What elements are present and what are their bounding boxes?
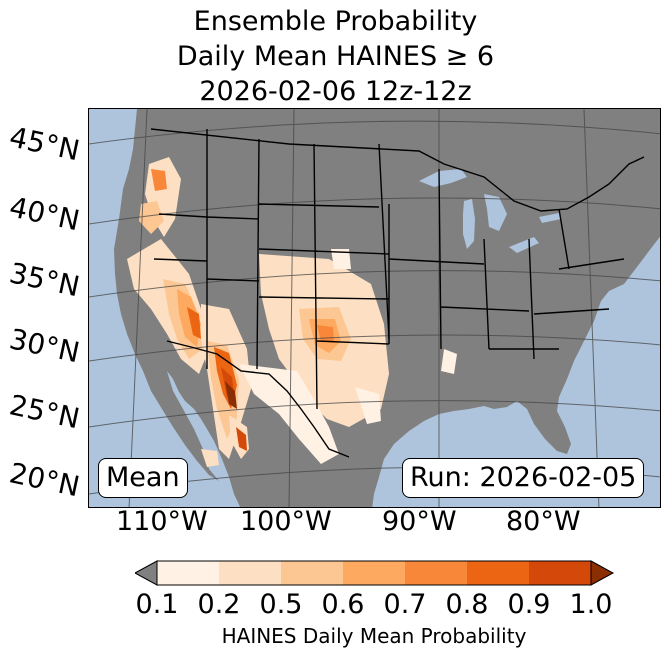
lake-erie [509,237,539,253]
colorbar [135,560,615,586]
colorbar-tick-4: 0.7 [383,589,427,620]
map-title-line-1: Ensemble Probability [193,6,478,37]
lat-label-20n: 20°N [6,456,83,504]
colorbar-over-triangle [590,560,615,586]
state-lines-central [258,143,390,410]
lake-superior [419,169,467,187]
lake-huron [484,194,507,231]
meridian-100w [288,109,295,507]
colorbar-bin-1 [219,561,281,585]
colorbar-tick-3: 0.6 [321,589,365,620]
stat-label-box: Mean [98,458,188,498]
parallel-25n [89,400,660,428]
lat-label-45n: 45°N [6,120,83,168]
lake-michigan [463,199,475,249]
colorbar-tick-0: 0.1 [135,589,179,620]
colorbar-bin-5 [467,561,529,585]
us-canada-border [150,128,645,212]
lon-label-100w: 100°W [240,506,332,537]
colorbar-bin-2 [281,561,343,585]
map-canvas [89,109,660,507]
lat-label-40n: 40°N [6,190,83,238]
state-lines-west [153,129,260,370]
lon-label-110w: 110°W [116,506,208,537]
political-borders [150,128,645,458]
colorbar-bin-3 [343,561,405,585]
lon-label-80w: 80°W [506,506,581,537]
meridian-80w [583,109,600,507]
parallel-30n [89,334,660,362]
parallel-35n [89,270,660,298]
colorbar-bin-0 [157,561,219,585]
lon-label-90w: 90°W [382,506,457,537]
parallel-45n [89,120,660,145]
state-lines-east [388,168,625,360]
colorbar-tick-1: 0.2 [197,589,241,620]
colorbar-title: HAINES Daily Mean Probability [221,624,527,648]
graticule [89,109,660,507]
lat-label-30n: 30°N [6,322,83,370]
colorbar-under-triangle [135,560,158,586]
colorbar-tick-2: 0.5 [259,589,303,620]
colorbar-tick-6: 0.9 [507,589,551,620]
parallel-40n [89,197,660,225]
colorbar-tick-7: 1.0 [569,589,613,620]
lat-label-35n: 35°N [6,256,83,304]
colorbar-tick-5: 0.8 [445,589,489,620]
map-title-line-2: Daily Mean HAINES ≥ 6 [176,41,495,72]
meridian-110w [128,109,148,507]
map-title-line-3: 2026-02-06 12z-12z [199,76,472,107]
colorbar-bin-4 [405,561,467,585]
lat-label-25n: 25°N [6,388,83,436]
run-date-label-box: Run: 2026-02-05 [402,458,645,498]
colorbar-bin-6 [529,561,591,585]
lake-ontario [539,213,561,223]
us-mexico-border [166,340,350,458]
colorbar-outline [156,560,592,586]
map-panel [88,108,661,508]
